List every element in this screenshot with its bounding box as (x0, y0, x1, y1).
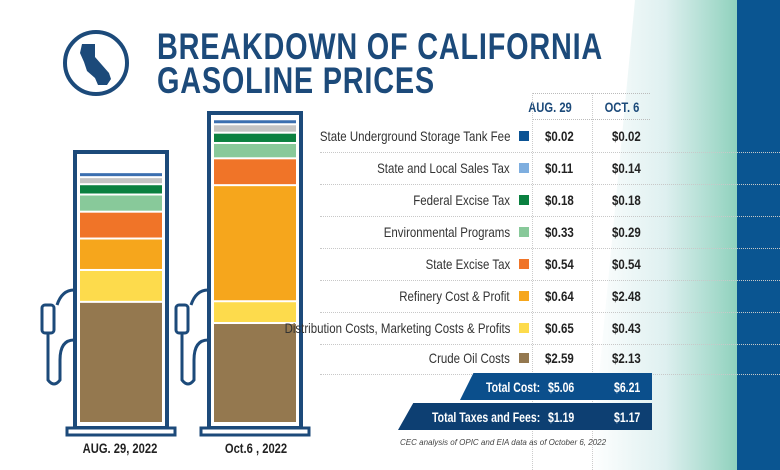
column-header-box (532, 93, 650, 120)
value-aug: $2.59 (545, 350, 574, 366)
value-oct: $0.02 (612, 128, 641, 144)
total-cost-banner: Total Cost: $5.06 $6.21 (460, 373, 652, 400)
divider (592, 93, 593, 470)
nozzle-icon (174, 303, 190, 335)
legend-swatch (519, 131, 529, 141)
row-label: State Underground Storage Tank Fee (319, 128, 510, 144)
row-label: Environmental Programs (383, 224, 510, 240)
bar-segment (214, 186, 296, 301)
value-oct: $0.43 (612, 320, 641, 336)
table-row: State and Local Sales Tax $0.11 $0.14 (320, 152, 780, 185)
bar-segment (214, 324, 296, 422)
legend-swatch (519, 259, 529, 269)
x-label-aug: AUG. 29, 2022 (82, 440, 158, 456)
bar-segment (80, 302, 162, 422)
total-taxes-oct: $1.17 (614, 409, 641, 425)
pump-hose-icon (46, 288, 75, 386)
page-title: BREAKDOWN OF CALIFORNIA GASOLINE PRICES (157, 26, 604, 101)
pump-base (199, 426, 311, 437)
row-label: State and Local Sales Tax (377, 160, 510, 176)
bar-segment (80, 270, 162, 301)
table-row: State Excise Tax $0.54 $0.54 (320, 248, 780, 281)
value-aug: $0.11 (545, 160, 574, 176)
value-aug: $0.02 (545, 128, 574, 144)
value-aug: $0.54 (545, 256, 574, 272)
nozzle-icon (40, 303, 56, 335)
value-oct: $0.18 (612, 192, 641, 208)
row-label: Crude Oil Costs (428, 350, 510, 366)
row-label: Distribution Costs, Marketing Costs & Pr… (284, 320, 510, 336)
table-row: State Underground Storage Tank Fee $0.02… (319, 120, 780, 153)
bar-segment (214, 143, 296, 158)
bar-segment (80, 239, 162, 269)
bar-segment (80, 178, 162, 184)
bar-segment (80, 212, 162, 238)
column-header-aug: AUG. 29 (528, 99, 572, 115)
table-row: Crude Oil Costs $2.59 $2.13 (320, 342, 780, 375)
row-label: Federal Excise Tax (413, 192, 510, 208)
legend-swatch (519, 163, 529, 173)
value-oct: $2.13 (612, 350, 641, 366)
side-panel (737, 0, 780, 470)
bar-segment (80, 195, 162, 211)
total-cost-oct: $6.21 (614, 379, 641, 395)
row-label: State Excise Tax (425, 256, 510, 272)
legend-swatch (519, 227, 529, 237)
x-label-oct: Oct.6 , 2022 (224, 440, 288, 456)
value-aug: $0.64 (545, 288, 574, 304)
footnote: CEC analysis of OPIC and EIA data as of … (400, 438, 607, 447)
bar-segment (214, 302, 296, 323)
value-aug: $0.65 (545, 320, 574, 336)
pump-hose-icon (180, 288, 209, 386)
value-oct: $0.29 (612, 224, 641, 240)
value-oct: $2.48 (612, 288, 641, 304)
value-oct: $0.14 (612, 160, 641, 176)
california-map-icon (63, 30, 129, 96)
title-line-1: BREAKDOWN OF CALIFORNIA (157, 26, 604, 67)
value-aug: $0.18 (545, 192, 574, 208)
legend-swatch (519, 323, 529, 333)
bar-segment (214, 120, 296, 124)
pump-base (65, 426, 177, 437)
table-row: Refinery Cost & Profit $0.64 $2.48 (320, 280, 780, 313)
legend-swatch (519, 195, 529, 205)
total-taxes-banner: Total Taxes and Fees: $1.19 $1.17 (398, 403, 652, 430)
legend-swatch (519, 353, 529, 363)
total-cost-label: Total Cost: (485, 379, 540, 395)
total-taxes-label: Total Taxes and Fees: (431, 409, 540, 425)
total-taxes-aug: $1.19 (548, 409, 575, 425)
column-header-oct: OCT. 6 (604, 99, 640, 115)
value-aug: $0.33 (545, 224, 574, 240)
table-row: Federal Excise Tax $0.18 $0.18 (320, 184, 780, 217)
bar-segment (214, 159, 296, 185)
bar-segment (80, 173, 162, 177)
total-cost-aug: $5.06 (548, 379, 575, 395)
title-line-2: GASOLINE PRICES (157, 60, 435, 101)
table-row: Distribution Costs, Marketing Costs & Pr… (284, 312, 780, 345)
divider (532, 93, 533, 470)
row-label: Refinery Cost & Profit (399, 288, 510, 304)
value-oct: $0.54 (612, 256, 641, 272)
bar-segment (214, 125, 296, 132)
legend-swatch (519, 291, 529, 301)
table-row: Environmental Programs $0.33 $0.29 (320, 216, 780, 249)
bar-segment (214, 133, 296, 142)
bar-segment (80, 185, 162, 194)
